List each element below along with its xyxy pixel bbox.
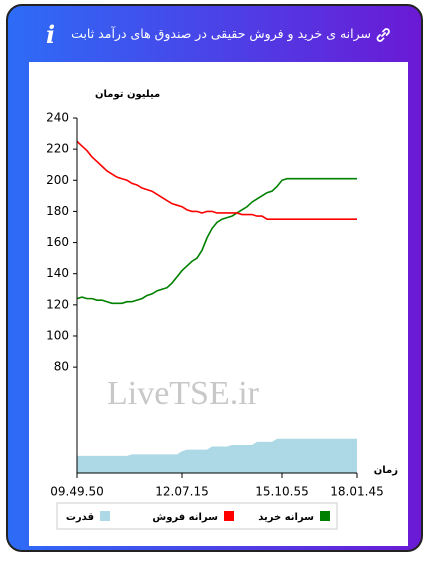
y-tick-label: 180 bbox=[46, 204, 69, 218]
y-tick-label: 100 bbox=[46, 328, 69, 342]
y-tick-label: 200 bbox=[46, 173, 69, 187]
header: i سرانه ی خرید و فروش حقیقی در صندوق های… bbox=[8, 6, 425, 62]
y-tick-label: 240 bbox=[46, 111, 69, 125]
watermark: LiveTSE.ir bbox=[107, 375, 260, 412]
y-tick-label: 120 bbox=[46, 297, 69, 311]
legend-swatch bbox=[224, 511, 234, 521]
info-icon[interactable]: i bbox=[46, 20, 56, 49]
y-axis-label: میلیون تومان bbox=[95, 89, 160, 100]
y-tick-label: 160 bbox=[46, 235, 69, 249]
legend-label: قدرت bbox=[66, 512, 94, 523]
line-series bbox=[76, 140, 357, 221]
area-series bbox=[77, 438, 357, 473]
x-axis-label: زمان bbox=[374, 465, 398, 476]
y-tick-label: 140 bbox=[46, 266, 69, 280]
legend-swatch bbox=[320, 511, 330, 521]
line-series bbox=[76, 177, 357, 305]
chart-title: سرانه ی خرید و فروش حقیقی در صندوق های د… bbox=[71, 26, 371, 41]
x-tick-label: 09.49.50 bbox=[50, 485, 103, 499]
x-tick-label: 12.07.15 bbox=[155, 485, 208, 499]
y-tick-label: 220 bbox=[46, 142, 69, 156]
link-icon bbox=[376, 28, 390, 42]
legend-label: سرانه فروش bbox=[152, 512, 218, 523]
x-tick-label: 15.10.55 bbox=[255, 485, 308, 499]
legend-label: سرانه خرید bbox=[258, 512, 314, 523]
legend-swatch bbox=[100, 511, 110, 521]
x-tick-label: 18.01.45 bbox=[330, 485, 383, 499]
y-tick-label: 80 bbox=[54, 360, 69, 374]
